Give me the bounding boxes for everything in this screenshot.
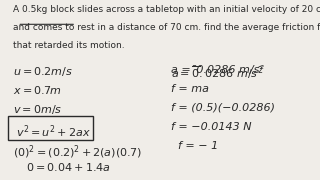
Text: $v^2 = u^2 + 2ax$: $v^2 = u^2 + 2ax$ — [16, 123, 91, 140]
Text: f = −0.0143 N: f = −0.0143 N — [171, 122, 252, 132]
Text: $v = 0m/s$: $v = 0m/s$ — [13, 103, 62, 116]
Text: a =¯0.0286 m/s²: a =¯0.0286 m/s² — [171, 65, 264, 75]
Text: $u = 0.2m/s$: $u = 0.2m/s$ — [13, 65, 72, 78]
Text: $x = 0.7m$: $x = 0.7m$ — [13, 84, 61, 96]
Text: $-1.4a = 0.04$: $-1.4a = 0.04$ — [19, 178, 93, 180]
Text: $0 = 0.04 + 1.4a$: $0 = 0.04 + 1.4a$ — [26, 161, 110, 173]
Text: $(0)^2 = (0.2)^2 + 2(a)(0.7)$: $(0)^2 = (0.2)^2 + 2(a)(0.7)$ — [13, 143, 141, 161]
Text: that retarded its motion.: that retarded its motion. — [13, 41, 124, 50]
Text: $a = \overline{0}.0286\ m/s^2$: $a = \overline{0}.0286\ m/s^2$ — [171, 65, 263, 81]
Text: A 0.5kg block slides across a tabletop with an initial velocity of 20 cm/s: A 0.5kg block slides across a tabletop w… — [13, 5, 320, 14]
Text: f = (0.5)(−0.0286): f = (0.5)(−0.0286) — [171, 103, 275, 113]
Text: and comes to rest in a distance of 70 cm. find the average friction force: and comes to rest in a distance of 70 cm… — [13, 23, 320, 32]
Text: f = ma: f = ma — [171, 84, 209, 94]
Text: f = − 1: f = − 1 — [178, 141, 218, 151]
